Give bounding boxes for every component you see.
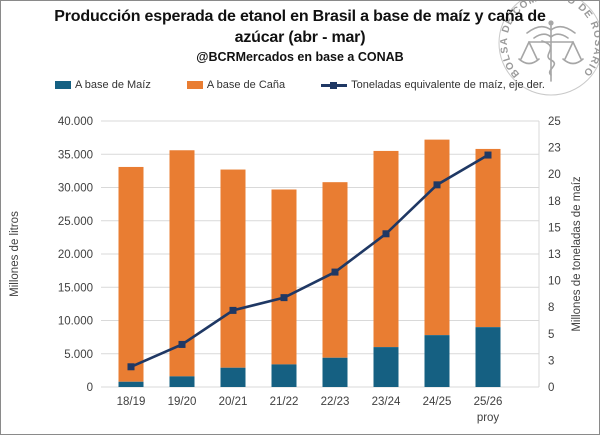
chart-title: Producción esperada de etanol en Brasil … <box>54 8 546 47</box>
line-marker <box>382 230 390 238</box>
right-axis-tick-label: 18 <box>548 196 561 208</box>
bar-maiz-24/25 <box>424 335 450 387</box>
right-axis-tick-label: 8 <box>548 302 554 314</box>
left-axis-tick-label: 20.000 <box>58 249 93 261</box>
legend: A base de Maíz A base de Caña Toneladas eq… <box>1 79 599 91</box>
legend-item-0: A base de Maíz <box>55 79 151 91</box>
caduceus-icon <box>518 20 584 82</box>
x-axis-label: 24/25 <box>423 396 452 408</box>
x-axis-label: 23/24 <box>372 396 401 408</box>
bar-cana-20/21 <box>220 169 246 368</box>
bar-maiz-20/21 <box>220 367 246 387</box>
legend-label: A base de Caña <box>206 79 286 91</box>
right-axis-title: Millones de toneladas de maíz <box>571 176 583 332</box>
left-axis-tick-label: 5.000 <box>64 349 93 361</box>
bar-maiz-25/26 <box>475 327 501 387</box>
bar-cana-23/24 <box>373 150 399 348</box>
left-axis-tick-label: 25.000 <box>58 216 93 228</box>
corn-equivalent-line <box>130 153 489 368</box>
bar-cana-25/26 <box>475 148 501 328</box>
logo-outer-ring <box>498 1 599 96</box>
x-axis-label: 25/26 <box>474 396 503 408</box>
chart-subtitle: @BCRMercados en base a CONAB <box>196 50 404 65</box>
right-axis-tick-label: 3 <box>548 355 554 367</box>
left-axis-tick-label: 40.000 <box>58 116 93 128</box>
legend-line-square-icon <box>321 81 348 89</box>
bar-cana-21/22 <box>271 189 297 365</box>
bar-maiz-21/22 <box>271 364 297 387</box>
right-axis-tick-label: 25 <box>548 116 561 128</box>
line-marker <box>433 181 441 189</box>
left-axis-tick-label: 30.000 <box>58 183 93 195</box>
chart-header: Producción esperada de etanol en Brasil … <box>1 6 599 64</box>
right-axis-tick-label: 15 <box>548 222 561 234</box>
line-marker <box>229 306 237 314</box>
left-axis-tick-label: 10.000 <box>58 316 93 328</box>
right-axis-tick-label: 20 <box>548 169 561 181</box>
x-axis-labels: 18/19 19/20 20/21 21/22 22/23 23/24 24/25 25/26… <box>117 396 503 424</box>
legend-swatch-icon <box>55 81 71 89</box>
right-axis-tick-label: 0 <box>548 382 554 394</box>
bar-cana-18/19 <box>118 166 144 382</box>
line-marker <box>331 268 339 276</box>
bars-group <box>118 139 501 387</box>
legend-item-1: A base de Caña <box>186 79 286 91</box>
legend-item-2: Toneladas equivalente de maíz, eje der. <box>321 79 545 91</box>
x-axis-label: 18/19 <box>117 396 146 408</box>
left-axis-tick-label: 0 <box>87 382 93 394</box>
left-axis-tick-label: 15.000 <box>58 282 93 294</box>
bar-maiz-23/24 <box>373 347 399 387</box>
right-axis-tick-label: 10 <box>548 276 561 288</box>
line-marker <box>127 363 135 371</box>
left-axis-title: Millones de litros <box>9 211 21 297</box>
legend-swatch-icon <box>186 81 203 89</box>
right-axis-ticks: 0 3 5 8 10 13 15 18 20 23 25 <box>548 116 561 394</box>
right-axis-tick-label: 13 <box>548 249 561 261</box>
x-axis-label: 22/23 <box>321 396 350 408</box>
legend-label: Toneladas equivalente de maíz, eje der. <box>351 79 545 91</box>
line-marker <box>280 294 288 302</box>
ethanol-production-chart: 0 5.000 10.000 15.000 20.000 25.000 30.000 35.0… <box>9 116 583 424</box>
bar-cana-24/25 <box>424 139 450 336</box>
line-marker <box>178 340 186 348</box>
line-marker <box>484 151 492 159</box>
x-axis-label: 21/22 <box>270 396 299 408</box>
bar-maiz-22/23 <box>322 357 348 387</box>
bar-maiz-18/19 <box>118 381 144 387</box>
left-axis-tick-label: 35.000 <box>58 149 93 161</box>
bar-maiz-19/20 <box>169 376 195 387</box>
bcr-logo: BOLSA DE COMERCIO DE ROSARIO <box>498 1 599 96</box>
gridlines <box>101 120 540 388</box>
line-series-group <box>127 151 492 371</box>
x-axis-label: 20/21 <box>219 396 248 408</box>
right-axis-tick-label: 23 <box>548 143 561 155</box>
right-axis-tick-label: 5 <box>548 329 554 341</box>
left-axis-ticks: 0 5.000 10.000 15.000 20.000 25.000 30.000 35.0… <box>58 116 93 394</box>
x-axis-label: 19/20 <box>168 396 197 408</box>
x-axis-label-note: proy <box>477 412 500 424</box>
legend-label: A base de Maíz <box>75 79 151 91</box>
